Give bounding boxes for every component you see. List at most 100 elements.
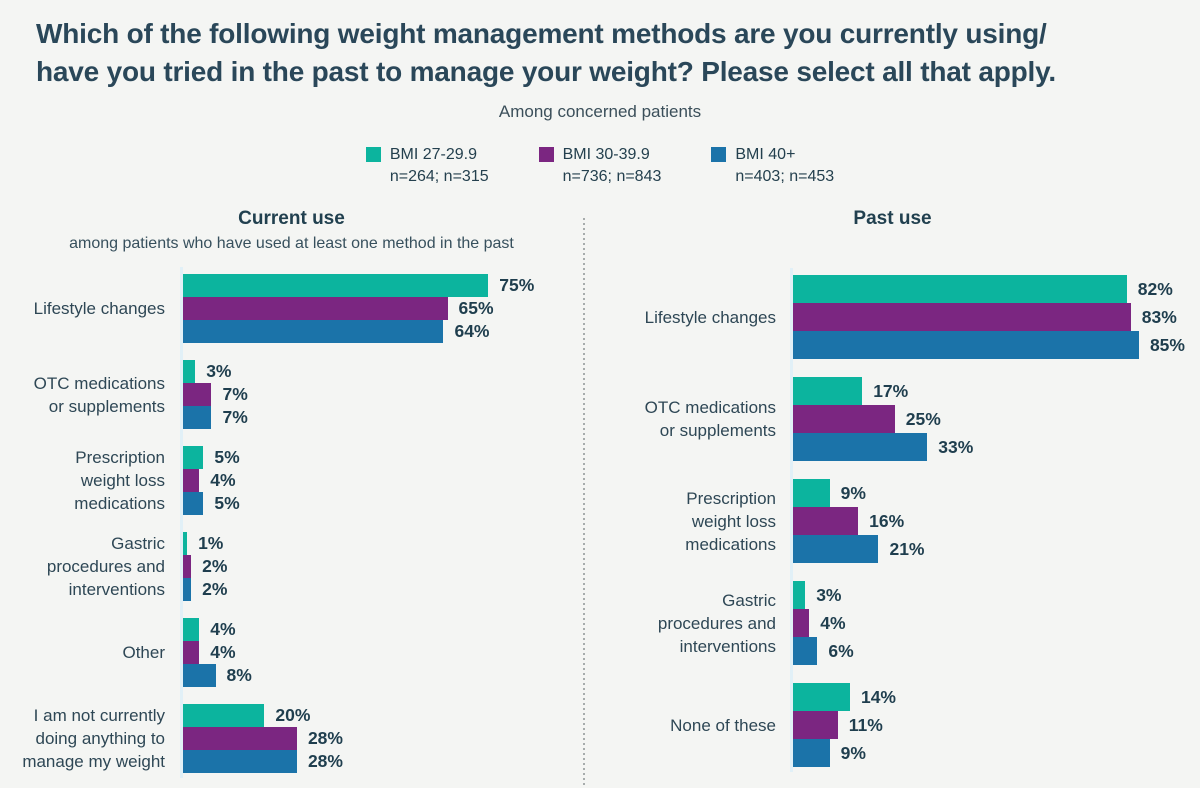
bar-value-label: 6% (828, 640, 854, 661)
legend-swatch-icon (711, 147, 727, 162)
bar-line: 28% (183, 750, 583, 773)
bar-value-label: 14% (860, 686, 896, 707)
bar-line: 85% (793, 331, 1200, 359)
panel-title-current-use: Current use (238, 208, 345, 229)
bar-value-label: 33% (938, 436, 974, 457)
bar-line: 8% (183, 664, 583, 687)
bar (183, 664, 216, 687)
bar (183, 727, 297, 750)
chart-panels: Current use among patients who have used… (0, 207, 1200, 788)
bar-group: 82% 83% 85% (790, 275, 1200, 359)
bar-line: 1% (183, 532, 583, 555)
bar-value-label: 4% (820, 612, 846, 633)
bar (793, 683, 850, 711)
legend: BMI 27-29.9 n=264; n=315 BMI 30-39.9 n=736;… (0, 144, 1200, 188)
bar (793, 377, 863, 405)
bar-value-label: 17% (873, 380, 909, 401)
bar-line: 4% (793, 609, 1200, 637)
bar (183, 469, 200, 492)
bar (183, 446, 204, 469)
bar-line: 5% (183, 492, 583, 515)
bar-value-label: 28% (307, 728, 343, 748)
category-row: OTC medications or supplements 3% 7% 7% (0, 360, 583, 429)
category-row: Lifestyle changes 82% 83% 85% (585, 275, 1200, 359)
bar-value-label: 3% (206, 361, 232, 381)
bar-line: 83% (793, 303, 1200, 331)
bar-line: 25% (793, 405, 1200, 433)
category-row: Prescription weight loss medications 9% 16… (585, 479, 1200, 563)
bar-value-label: 4% (210, 642, 236, 662)
bar (183, 492, 204, 515)
chart-past-use: Lifestyle changes 82% 83% 85% OTC medication… (585, 268, 1200, 772)
bar-line: 5% (183, 446, 583, 469)
bar (793, 711, 838, 739)
bar-line: 11% (793, 711, 1200, 739)
bar (183, 704, 265, 727)
bar-value-label: 75% (499, 275, 535, 295)
legend-sample-size: n=736; n=843 (562, 168, 662, 185)
bar-value-label: 3% (816, 584, 842, 605)
bar (793, 507, 859, 535)
bar-value-label: 11% (848, 714, 883, 735)
bar-value-label: 85% (1149, 334, 1185, 355)
bar-line: 82% (793, 275, 1200, 303)
bar (183, 320, 444, 343)
bar-group: 3% 4% 6% (790, 581, 1200, 665)
bar-value-label: 5% (214, 493, 240, 513)
bar-line: 20% (183, 704, 583, 727)
bar-value-label: 5% (214, 447, 240, 467)
bar-line: 21% (793, 535, 1200, 563)
category-row: I am not currently doing anything to man… (0, 704, 583, 773)
category-label: Prescription weight loss medications (74, 448, 165, 513)
category-label: Lifestyle changes (33, 299, 165, 318)
bar-line: 2% (183, 578, 583, 601)
bar (183, 532, 188, 555)
bar-line: 2% (183, 555, 583, 578)
category-label: Other (122, 643, 165, 662)
bar-group: 20% 28% 28% (180, 704, 583, 773)
category-label: OTC medications or supplements (644, 398, 776, 440)
category-row: Gastric procedures and interventions 1% 2%… (0, 532, 583, 601)
divider-dotted-line (583, 218, 585, 788)
bar-value-label: 20% (275, 705, 311, 725)
bar-line: 7% (183, 406, 583, 429)
bar (183, 383, 212, 406)
bar (183, 360, 196, 383)
bar-group: 17% 25% 33% (790, 377, 1200, 461)
bar-value-label: 65% (458, 298, 494, 318)
bar-line: 64% (183, 320, 583, 343)
legend-sample-size: n=264; n=315 (389, 168, 489, 185)
bar-group: 9% 16% 21% (790, 479, 1200, 563)
category-label: Lifestyle changes (644, 307, 776, 327)
legend-item: BMI 27-29.9 n=264; n=315 (365, 144, 489, 188)
bar-value-label: 83% (1141, 306, 1177, 327)
bar-line: 4% (183, 618, 583, 641)
bar (793, 275, 1127, 303)
bar (183, 274, 489, 297)
bar (793, 405, 895, 433)
bar-line: 16% (793, 507, 1200, 535)
legend-label: BMI 30-39.9 (562, 146, 650, 163)
bar-value-label: 7% (222, 407, 248, 427)
bar-value-label: 28% (307, 751, 343, 771)
bar (183, 297, 448, 320)
bar-group: 4% 4% 8% (180, 618, 583, 687)
page-subtitle: Among concerned patients (498, 102, 702, 121)
bar (793, 331, 1139, 359)
bar-value-label: 25% (905, 408, 941, 429)
bar-value-label: 2% (202, 556, 228, 576)
bar-group: 5% 4% 5% (180, 446, 583, 515)
bar (183, 555, 192, 578)
bar-line: 14% (793, 683, 1200, 711)
bar (793, 739, 830, 767)
bar-value-label: 64% (454, 321, 490, 341)
legend-label: BMI 40+ (735, 146, 796, 163)
bar-line: 9% (793, 739, 1200, 767)
legend-sample-size: n=403; n=453 (735, 168, 835, 185)
bar-group: 3% 7% 7% (180, 360, 583, 429)
bar-line: 6% (793, 637, 1200, 665)
category-label: Gastric procedures and interventions (46, 534, 165, 599)
bar (793, 637, 818, 665)
panel-title-past-use: Past use (853, 208, 932, 229)
